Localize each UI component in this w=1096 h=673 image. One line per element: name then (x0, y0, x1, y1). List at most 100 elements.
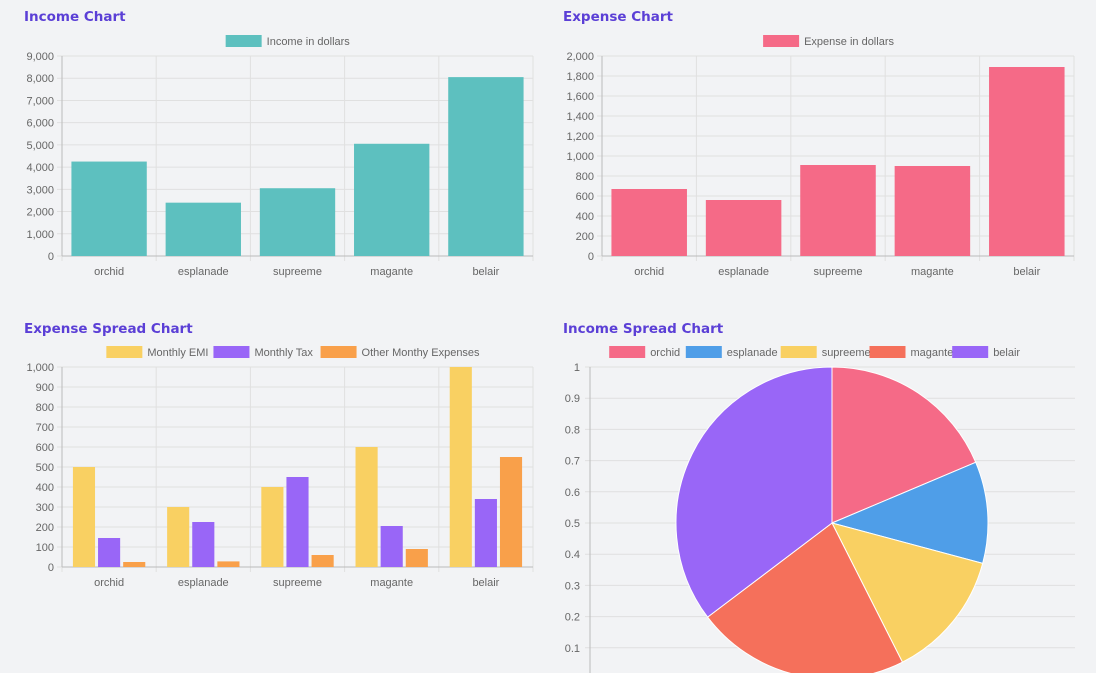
legend-swatch (685, 346, 722, 358)
legend-swatch (320, 346, 357, 358)
x-tick-label: magante (911, 266, 954, 278)
y-tick-label: 400 (576, 211, 594, 223)
y-tick-label: 0 (588, 251, 594, 263)
x-tick-label: esplanade (718, 266, 769, 278)
legend-label: Monthly EMI (147, 347, 208, 359)
y-tick-label: 0 (48, 251, 54, 263)
y-tick-label: 3,000 (26, 184, 54, 196)
y-tick-label: 9,000 (26, 51, 54, 63)
y-tick-label: 1,000 (26, 229, 54, 241)
pie-slice (831, 366, 977, 524)
x-tick-label: magante (370, 266, 413, 278)
legend-label: belair (993, 347, 1020, 359)
income-spread-chart: 1 0.9 0.8 0.7 0.6 0.5 0.4 0.3 0.2 0.1 orchid esplan… (565, 346, 1075, 673)
x-tick-label: supreeme (273, 577, 322, 589)
legend-label: esplanade (727, 347, 778, 359)
expense-spread-chart-panel: Expense Spread Chart 0 100 200 300 400 500 600… (0, 312, 548, 612)
legend-swatch (106, 346, 143, 358)
bar (800, 165, 876, 256)
x-tick-label: magante (370, 577, 413, 589)
bar (705, 200, 782, 256)
legend-label: Expense in dollars (804, 36, 894, 48)
legend-swatch (780, 346, 817, 358)
y-tick-label: 1,600 (566, 91, 594, 103)
x-tick-label: belair (472, 577, 499, 589)
chart-title: Expense Spread Chart (24, 321, 193, 337)
x-tick-label: orchid (94, 577, 124, 589)
bar (380, 526, 403, 567)
legend-swatch (869, 346, 906, 358)
bar (259, 188, 336, 256)
y-tick-label: 800 (576, 171, 594, 183)
x-tick-label: supreeme (814, 266, 863, 278)
y-tick-label: 0.2 (565, 612, 580, 624)
bar (165, 202, 241, 256)
y-tick-label: 1,400 (566, 111, 594, 123)
y-tick-label: 300 (36, 502, 54, 514)
y-tick-label: 200 (576, 231, 594, 243)
y-tick-label: 800 (36, 402, 54, 414)
bar (192, 522, 215, 567)
x-tick-label: supreeme (273, 266, 322, 278)
legend-label: Income in dollars (267, 36, 351, 48)
income-chart-panel: Income Chart 0 1,000 2,000 3,000 4,000 5,000 6… (0, 0, 548, 300)
legend-label: magante (911, 347, 954, 359)
bar (405, 549, 428, 567)
legend-label: Other Monthy Expenses (362, 347, 481, 359)
legend-swatch (952, 346, 989, 358)
x-tick-label: belair (472, 266, 499, 278)
bar (71, 161, 147, 256)
y-tick-label: 8,000 (26, 73, 54, 85)
x-tick-label: belair (1013, 266, 1040, 278)
y-tick-label: 1,200 (566, 131, 594, 143)
y-tick-label: 0.8 (565, 424, 580, 436)
expense-chart: 0 200 400 600 800 1,000 1,200 1,400 1,600 1,800 2,… (566, 35, 1075, 278)
bar (217, 561, 240, 567)
y-tick-label: 4,000 (26, 162, 54, 174)
x-tick-label: orchid (634, 266, 664, 278)
bar (989, 67, 1065, 256)
pie-slice (831, 522, 984, 663)
bar (355, 447, 378, 567)
y-tick-label: 1,000 (566, 151, 594, 163)
bar (449, 367, 472, 567)
income-chart: 0 1,000 2,000 3,000 4,000 5,000 6,000 7,000 8,00… (26, 35, 534, 278)
pie-slice (706, 522, 904, 673)
y-tick-label: 2,000 (566, 51, 594, 63)
y-tick-label: 0.7 (565, 456, 580, 468)
legend-swatch (225, 35, 262, 47)
bar (72, 467, 96, 567)
bar (123, 562, 146, 567)
legend-label: orchid (650, 347, 680, 359)
y-tick-label: 1 (574, 362, 580, 374)
bar (261, 487, 284, 567)
y-tick-label: 0.9 (565, 393, 580, 405)
pie-slice (675, 366, 833, 618)
legend-label: Monthly Tax (254, 347, 313, 359)
bar (611, 189, 687, 256)
y-tick-label: 600 (36, 442, 54, 454)
bar (311, 555, 334, 567)
y-tick-label: 500 (36, 462, 54, 474)
bar (167, 507, 190, 567)
y-tick-label: 0.3 (565, 580, 580, 592)
bar (499, 457, 523, 567)
y-tick-label: 0.6 (565, 487, 580, 499)
y-tick-label: 0.5 (565, 518, 580, 530)
y-tick-label: 900 (36, 382, 54, 394)
expense-chart-panel: Expense Chart 0 200 400 600 800 1,000 1,200 1,4… (540, 0, 1096, 300)
x-tick-label: orchid (94, 266, 124, 278)
income-spread-chart-panel: Income Spread Chart 1 0.9 0.8 0.7 0.6 0.5 0.4 0… (540, 312, 1096, 673)
y-tick-label: 0.1 (565, 643, 580, 655)
y-tick-label: 7,000 (26, 95, 54, 107)
y-tick-label: 1,800 (566, 71, 594, 83)
chart-title: Expense Chart (563, 9, 673, 25)
y-tick-label: 400 (36, 482, 54, 494)
y-tick-label: 200 (36, 522, 54, 534)
bar (448, 77, 524, 256)
x-tick-label: esplanade (178, 266, 229, 278)
y-tick-label: 2,000 (26, 207, 54, 219)
pie-slice (830, 461, 989, 564)
y-tick-label: 5,000 (26, 140, 54, 152)
y-tick-label: 1,000 (26, 362, 54, 374)
